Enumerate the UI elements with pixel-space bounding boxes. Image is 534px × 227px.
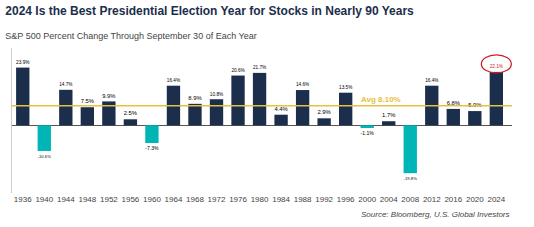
svg-text:5.9%: 5.9% — [468, 102, 481, 108]
svg-text:6.8%: 6.8% — [447, 100, 460, 106]
svg-text:22.1%: 22.1% — [490, 64, 503, 69]
svg-text:1964: 1964 — [165, 195, 183, 204]
svg-text:-7.3%: -7.3% — [145, 145, 159, 151]
svg-text:-19.8%: -19.8% — [404, 176, 418, 181]
svg-text:1968: 1968 — [186, 195, 204, 204]
svg-text:1956: 1956 — [122, 195, 140, 204]
svg-text:2024 Is the Best Presidential: 2024 Is the Best Presidential Election Y… — [5, 4, 414, 18]
svg-text:14.7%: 14.7% — [59, 82, 72, 87]
svg-text:1960: 1960 — [143, 195, 161, 204]
svg-text:2024: 2024 — [487, 195, 505, 204]
svg-text:2008: 2008 — [401, 195, 419, 204]
svg-text:16.4%: 16.4% — [167, 78, 180, 83]
svg-text:10.8%: 10.8% — [210, 92, 223, 97]
svg-text:S&P 500 Percent Change Through: S&P 500 Percent Change Through September… — [5, 31, 256, 41]
svg-text:1940: 1940 — [35, 195, 53, 204]
svg-text:1988: 1988 — [294, 195, 312, 204]
svg-text:Avg 8.10%: Avg 8.10% — [361, 95, 401, 104]
svg-text:-10.6%: -10.6% — [38, 154, 52, 159]
svg-text:1992: 1992 — [315, 195, 333, 204]
svg-text:2004: 2004 — [380, 195, 398, 204]
svg-text:1996: 1996 — [337, 195, 355, 204]
svg-text:1936: 1936 — [14, 195, 32, 204]
svg-text:23.9%: 23.9% — [16, 60, 29, 65]
svg-text:Source: Bloomberg, U.S. Global: Source: Bloomberg, U.S. Global Investors — [361, 210, 510, 219]
svg-text:1.7%: 1.7% — [382, 112, 395, 118]
svg-text:1984: 1984 — [272, 195, 290, 204]
svg-text:2000: 2000 — [358, 195, 376, 204]
svg-text:2020: 2020 — [466, 195, 484, 204]
svg-text:2012: 2012 — [423, 195, 441, 204]
svg-text:7.5%: 7.5% — [81, 98, 94, 104]
svg-text:1980: 1980 — [251, 195, 269, 204]
svg-text:1952: 1952 — [100, 195, 118, 204]
svg-text:1976: 1976 — [229, 195, 247, 204]
svg-text:16.4%: 16.4% — [425, 78, 438, 83]
svg-text:14.6%: 14.6% — [296, 82, 309, 87]
svg-text:21.7%: 21.7% — [253, 65, 266, 70]
svg-text:1948: 1948 — [78, 195, 96, 204]
svg-text:1972: 1972 — [208, 195, 226, 204]
svg-text:2.5%: 2.5% — [124, 110, 137, 116]
svg-text:8.9%: 8.9% — [188, 95, 201, 101]
svg-text:2016: 2016 — [444, 195, 462, 204]
svg-text:-1.1%: -1.1% — [361, 130, 375, 136]
svg-text:1944: 1944 — [57, 195, 75, 204]
svg-text:13.5%: 13.5% — [339, 85, 352, 90]
svg-text:4.4%: 4.4% — [274, 106, 287, 112]
svg-text:20.6%: 20.6% — [231, 68, 244, 73]
svg-text:2.9%: 2.9% — [317, 109, 330, 115]
svg-text:9.9%: 9.9% — [102, 93, 115, 99]
